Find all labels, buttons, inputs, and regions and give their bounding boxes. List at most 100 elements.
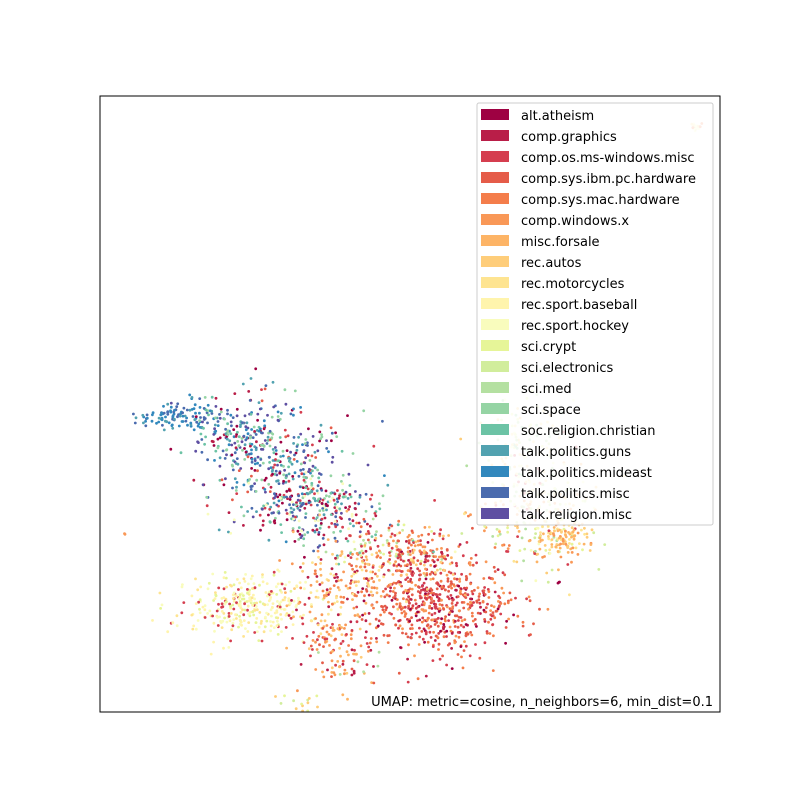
scatter-point-sci.space: [303, 533, 307, 537]
scatter-point-talk.politics.misc: [265, 442, 269, 445]
scatter-point-comp.sys.ibm.pc.hardware: [446, 579, 450, 583]
scatter-point-comp.windows.x: [483, 529, 486, 533]
scatter-point-alt.atheism: [433, 565, 436, 568]
scatter-point-comp.os.ms-windows.misc: [228, 602, 232, 606]
scatter-point-misc.forsale: [347, 653, 350, 657]
scatter-point-sci.crypt: [214, 594, 218, 598]
scatter-point-rec.sport.hockey: [232, 591, 236, 595]
scatter-point-comp.graphics: [424, 674, 428, 678]
scatter-point-comp.windows.x: [410, 587, 414, 591]
scatter-point-sci.electronics: [279, 702, 283, 705]
scatter-point-talk.politics.misc: [250, 460, 254, 464]
scatter-point-comp.sys.ibm.pc.hardware: [483, 618, 486, 621]
scatter-point-rec.sport.baseball: [302, 613, 305, 617]
scatter-point-rec.motorcycles: [329, 572, 333, 576]
scatter-point-sci.med: [376, 664, 380, 668]
scatter-point-sci.space: [282, 473, 286, 477]
scatter-point-misc.forsale: [450, 556, 453, 560]
scatter-point-soc.religion.christian: [348, 484, 352, 487]
scatter-point-talk.politics.mideast: [169, 405, 173, 409]
scatter-point-rec.motorcycles: [335, 596, 338, 600]
scatter-point-talk.politics.guns: [267, 538, 271, 542]
scatter-point-rec.sport.hockey: [219, 621, 223, 624]
scatter-point-rec.sport.hockey: [341, 482, 345, 486]
scatter-point-rec.motorcycles: [279, 613, 283, 616]
scatter-point-rec.sport.baseball: [213, 597, 217, 600]
scatter-point-rec.autos: [451, 573, 455, 576]
scatter-point-comp.windows.x: [278, 559, 281, 562]
scatter-point-rec.autos: [439, 560, 443, 564]
scatter-point-talk.politics.mideast: [274, 449, 278, 452]
scatter-point-rec.sport.hockey: [227, 646, 231, 649]
scatter-point-comp.graphics: [397, 619, 401, 623]
scatter-point-comp.os.ms-windows.misc: [483, 641, 487, 645]
scatter-point-rec.sport.baseball: [276, 582, 280, 586]
scatter-point-talk.politics.guns: [235, 485, 238, 489]
scatter-point-rec.motorcycles: [405, 600, 408, 604]
scatter-point-comp.os.ms-windows.misc: [449, 594, 453, 597]
scatter-point-comp.sys.ibm.pc.hardware: [358, 535, 362, 539]
scatter-point-rec.autos: [550, 538, 554, 541]
scatter-point-talk.politics.mideast: [293, 471, 297, 475]
scatter-point-alt.atheism: [414, 614, 418, 618]
scatter-point-comp.sys.ibm.pc.hardware: [237, 469, 241, 472]
scatter-point-alt.atheism: [390, 598, 394, 602]
scatter-point-misc.forsale: [331, 626, 335, 630]
scatter-point-comp.os.ms-windows.misc: [376, 544, 380, 548]
scatter-point-comp.windows.x: [527, 595, 531, 599]
scatter-point-comp.os.ms-windows.misc: [237, 588, 240, 591]
scatter-point-comp.graphics: [247, 390, 251, 393]
scatter-point-talk.politics.mideast: [185, 416, 189, 420]
scatter-point-rec.sport.baseball: [291, 623, 295, 626]
scatter-point-rec.autos: [442, 568, 446, 572]
scatter-point-comp.os.ms-windows.misc: [309, 654, 312, 658]
scatter-point-comp.windows.x: [552, 532, 555, 536]
scatter-point-comp.os.ms-windows.misc: [412, 541, 415, 544]
scatter-point-comp.sys.mac.hardware: [487, 596, 491, 599]
scatter-point-comp.os.ms-windows.misc: [421, 637, 425, 641]
scatter-point-rec.sport.baseball: [265, 582, 269, 585]
scatter-point-comp.graphics: [346, 597, 349, 601]
scatter-point-comp.os.ms-windows.misc: [334, 525, 338, 529]
scatter-point-sci.space: [216, 446, 220, 450]
scatter-point-talk.politics.guns: [340, 502, 343, 506]
scatter-point-talk.politics.guns: [352, 524, 355, 528]
scatter-point-talk.politics.misc: [218, 413, 221, 416]
scatter-point-comp.os.ms-windows.misc: [424, 558, 427, 561]
legend-label: soc.religion.christian: [521, 424, 656, 439]
scatter-point-rec.motorcycles: [260, 619, 263, 623]
scatter-point-talk.religion.misc: [304, 456, 308, 460]
scatter-point-soc.religion.christian: [304, 486, 308, 489]
scatter-point-misc.forsale: [572, 534, 576, 538]
scatter-point-comp.sys.mac.hardware: [371, 570, 374, 574]
scatter-point-talk.politics.guns: [313, 466, 317, 470]
scatter-point-comp.sys.ibm.pc.hardware: [445, 548, 449, 552]
scatter-point-comp.windows.x: [570, 551, 574, 554]
scatter-point-comp.windows.x: [406, 535, 410, 539]
scatter-point-sci.electronics: [387, 528, 391, 532]
scatter-point-talk.religion.misc: [230, 443, 234, 447]
scatter-point-comp.sys.mac.hardware: [471, 619, 475, 623]
scatter-point-rec.sport.hockey: [237, 597, 241, 601]
scatter-point-misc.forsale: [567, 531, 570, 534]
scatter-point-comp.os.ms-windows.misc: [280, 582, 284, 586]
scatter-point-rec.autos: [366, 581, 370, 585]
scatter-point-talk.politics.misc: [132, 412, 135, 416]
scatter-point-sci.space: [304, 442, 307, 445]
scatter-point-comp.os.ms-windows.misc: [433, 499, 436, 502]
scatter-point-misc.forsale: [370, 681, 373, 684]
scatter-point-comp.graphics: [405, 540, 408, 543]
scatter-point-comp.os.ms-windows.misc: [439, 528, 442, 532]
scatter-point-comp.windows.x: [344, 623, 347, 627]
scatter-point-soc.religion.christian: [268, 461, 271, 464]
scatter-point-comp.sys.ibm.pc.hardware: [350, 667, 354, 671]
scatter-point-comp.windows.x: [378, 549, 381, 553]
scatter-point-comp.graphics: [311, 528, 315, 532]
scatter-point-talk.politics.misc: [330, 431, 334, 435]
scatter-point-soc.religion.christian: [236, 430, 239, 434]
scatter-point-rec.autos: [585, 535, 589, 539]
scatter-point-talk.religion.misc: [354, 490, 357, 493]
scatter-point-comp.os.ms-windows.misc: [384, 587, 387, 591]
scatter-point-misc.forsale: [391, 573, 395, 576]
scatter-point-rec.sport.baseball: [239, 620, 243, 624]
